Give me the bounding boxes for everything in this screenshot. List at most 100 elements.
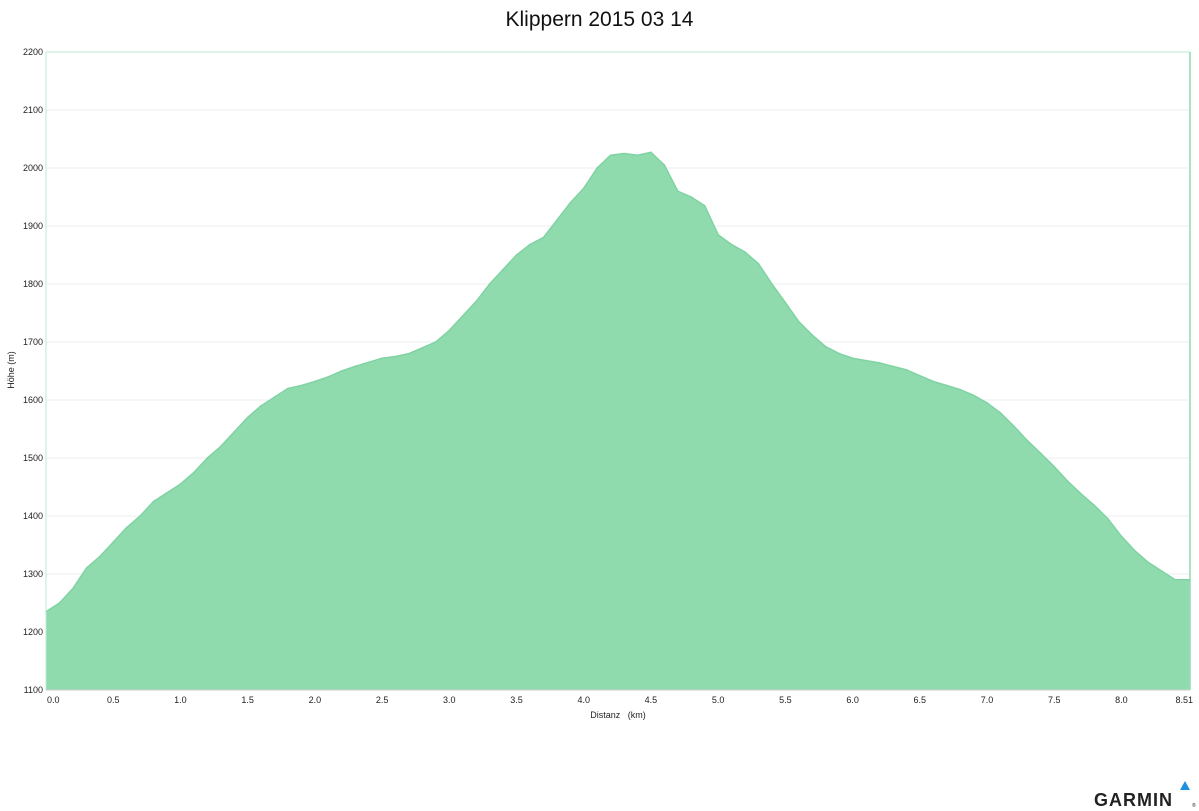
x-tick-label-3.5: 3.5 xyxy=(510,695,523,705)
x-tick-label-6.5: 6.5 xyxy=(914,695,927,705)
elevation-point xyxy=(193,471,195,474)
elevation-point xyxy=(905,369,908,371)
elevation-point xyxy=(85,567,88,569)
x-tick-label-1.0: 1.0 xyxy=(174,695,187,705)
elevation-point xyxy=(1160,570,1163,572)
y-tick-label-1400: 1400 xyxy=(23,511,43,521)
elevation-point xyxy=(623,152,625,155)
elevation-point xyxy=(166,492,168,494)
elevation-point xyxy=(461,315,464,317)
elevation-point xyxy=(569,202,572,204)
elevation-point xyxy=(1080,493,1082,495)
elevation-point xyxy=(1093,504,1096,507)
x-tick-label-2.5: 2.5 xyxy=(376,695,389,705)
elevation-point xyxy=(730,243,733,246)
x-tick-label-2.0: 2.0 xyxy=(309,695,322,705)
x-axis-label: Distanz (km) xyxy=(590,710,646,720)
elevation-point xyxy=(959,388,961,391)
elevation-point xyxy=(72,587,74,590)
elevation-point xyxy=(1134,550,1136,552)
elevation-point xyxy=(179,483,182,485)
elevation-point xyxy=(98,555,101,558)
elevation-point xyxy=(865,359,867,362)
y-tick-label-1100: 1100 xyxy=(24,685,43,695)
y-tick-label-1700: 1700 xyxy=(23,337,43,347)
y-tick-label-2100: 2100 xyxy=(23,105,43,115)
elevation-point xyxy=(394,355,397,358)
elevation-point xyxy=(1107,518,1109,520)
elevation-point xyxy=(582,187,585,190)
elevation-point xyxy=(354,365,356,368)
elevation-point xyxy=(435,341,437,343)
chart-title: Klippern 2015 03 14 xyxy=(505,8,694,31)
elevation-point xyxy=(744,251,746,253)
elevation-area-layer xyxy=(45,151,1191,691)
x-tick-label-7.0: 7.0 xyxy=(981,695,994,705)
elevation-point xyxy=(327,376,330,378)
elevation-point xyxy=(515,254,518,256)
elevation-point xyxy=(677,190,679,192)
elevation-point xyxy=(112,541,115,543)
garmin-logo-triangle-icon xyxy=(1180,781,1190,790)
axes-frame xyxy=(45,51,1191,691)
elevation-point xyxy=(703,204,706,207)
y-tick-label-1600: 1600 xyxy=(23,395,43,405)
elevation-point xyxy=(542,236,545,239)
elevation-point xyxy=(340,370,343,372)
elevation-point xyxy=(139,515,141,517)
y-tick-label-1300: 1300 xyxy=(23,569,43,579)
elevation-point xyxy=(233,431,236,433)
elevation-point xyxy=(663,164,666,166)
elevation-point xyxy=(1066,480,1069,483)
elevation-point xyxy=(771,283,773,285)
elevation-point xyxy=(690,196,693,198)
elevation-point xyxy=(408,352,410,355)
elevation-point xyxy=(448,329,451,332)
elevation-point xyxy=(381,357,383,360)
elevation-point xyxy=(246,416,249,419)
elevation-point xyxy=(1026,439,1029,442)
elevation-point xyxy=(798,320,800,323)
elevation-point xyxy=(717,233,719,236)
x-tick-label-3.0: 3.0 xyxy=(443,695,456,705)
x-tick-label-0.0: 0.0 xyxy=(47,695,60,705)
elevation-point xyxy=(878,362,881,364)
x-tick-label-5.0: 5.0 xyxy=(712,695,725,705)
elevation-point xyxy=(650,151,652,154)
elevation-point xyxy=(219,445,222,448)
elevation-point xyxy=(206,457,209,459)
elevation-point xyxy=(556,219,558,221)
y-tick-label-2000: 2000 xyxy=(23,163,43,173)
x-tick-label-4.0: 4.0 xyxy=(577,695,590,705)
elevation-point xyxy=(811,334,814,336)
elevation-point xyxy=(838,352,840,355)
x-tick-label-1.5: 1.5 xyxy=(241,695,254,705)
elevation-point xyxy=(999,411,1002,414)
elevation-point xyxy=(475,300,477,303)
y-tick-label-1800: 1800 xyxy=(23,279,43,289)
elevation-point xyxy=(502,268,504,271)
x-tick-label-8.0: 8.0 xyxy=(1115,695,1128,705)
elevation-point xyxy=(488,283,491,285)
elevation-point xyxy=(287,387,289,390)
elevation-point xyxy=(58,602,61,604)
elevation-point xyxy=(260,405,262,407)
elevation-point xyxy=(152,500,155,503)
elevation-point xyxy=(1120,535,1123,538)
y-tick-label-1200: 1200 xyxy=(23,627,43,637)
elevation-point xyxy=(972,394,975,397)
x-tick-label-0.5: 0.5 xyxy=(107,695,120,705)
x-tick-label-8.51: 8.51 xyxy=(1175,695,1193,705)
elevation-point xyxy=(757,262,760,265)
elevation-point xyxy=(1013,425,1015,427)
elevation-point xyxy=(784,301,787,304)
elevation-point xyxy=(273,396,276,398)
elevation-point xyxy=(636,154,639,157)
x-tick-label-6.0: 6.0 xyxy=(846,695,859,705)
elevation-area xyxy=(46,152,1190,691)
elevation-point xyxy=(421,347,424,349)
elevation-point xyxy=(824,345,827,348)
elevation-point xyxy=(1147,561,1150,564)
garmin-logo: GARMIN xyxy=(1094,790,1173,810)
elevation-point xyxy=(529,243,531,246)
